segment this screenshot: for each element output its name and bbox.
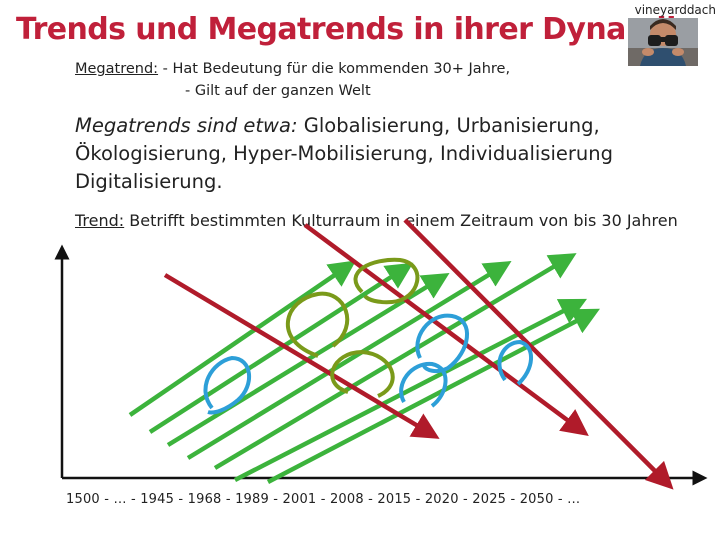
red-arrow-3 xyxy=(403,218,674,490)
blue-loop-3 xyxy=(399,361,448,408)
blue-loop-2 xyxy=(415,313,469,374)
green-arrow-6 xyxy=(233,298,588,483)
trend-text: Betrifft bestimmten Kulturraum in einem … xyxy=(129,211,678,230)
megatrends-lead: Megatrends sind etwa: xyxy=(75,114,298,137)
green-arrow-1 xyxy=(128,260,357,417)
megatrend-line-2: - Gilt auf der ganzen Welt xyxy=(185,83,371,99)
green-arrow-2 xyxy=(148,262,414,434)
olive-loop-3 xyxy=(330,349,395,398)
red-arrow-1 xyxy=(163,273,440,439)
green-arrow-4 xyxy=(186,260,512,460)
slide-title: Trends und Megatrends in ihrer Dynamik xyxy=(16,12,686,47)
megatrend-label: Megatrend: xyxy=(75,61,159,77)
megatrends-items: Globalisierung, Urbanisierung, Ökologisi… xyxy=(75,114,614,193)
trend-label: Trend: xyxy=(75,211,125,230)
green-arrow-3 xyxy=(166,272,450,447)
red-arrow-2 xyxy=(303,223,589,437)
blue-loop-4 xyxy=(497,339,533,386)
olive-loop-1 xyxy=(286,291,350,358)
brand-label: vineyarddach xyxy=(634,3,716,17)
megatrend-definition: Megatrend: - Hat Bedeutung für die komme… xyxy=(75,58,510,102)
blue-loop-1 xyxy=(203,355,252,415)
megatrend-line-1: - Hat Bedeutung für die kommenden 30+ Ja… xyxy=(162,61,511,77)
green-arrow-7 xyxy=(266,308,600,484)
person-with-binoculars-icon xyxy=(628,18,698,66)
megatrends-examples: Megatrends sind etwa: Globalisierung, Ur… xyxy=(75,112,705,196)
olive-loop-2 xyxy=(353,257,420,305)
timeline-labels: 1500 - … - 1945 - 1968 - 1989 - 2001 - 2… xyxy=(66,492,581,507)
trend-definition: Trend: Betrifft bestimmten Kulturraum in… xyxy=(75,208,715,233)
